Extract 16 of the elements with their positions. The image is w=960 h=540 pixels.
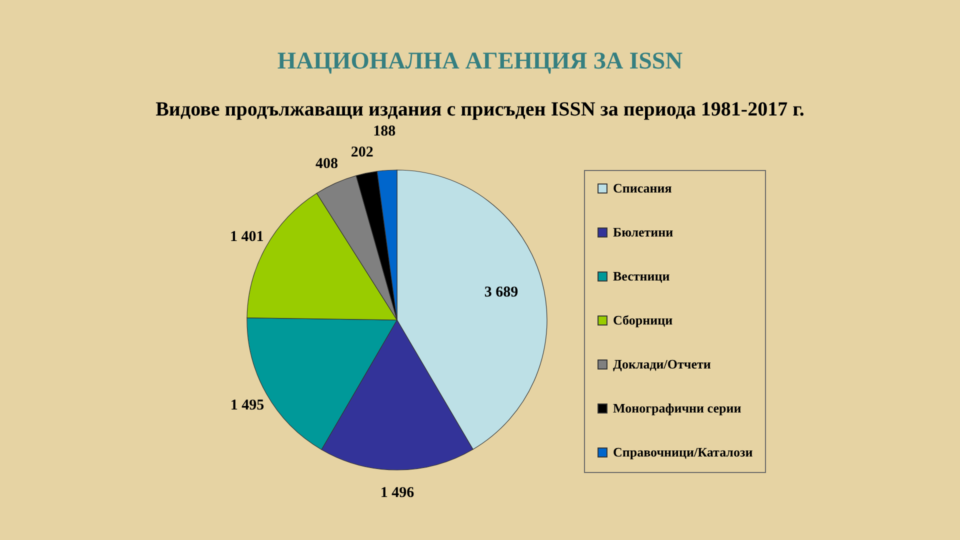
data-label: 408	[316, 156, 338, 172]
data-label: 1 401	[230, 228, 264, 245]
chart-subtitle: Видове продължаващи издания с присъден ISSN за периода 1981-2017 г.	[156, 98, 804, 120]
data-label: 188	[373, 123, 396, 140]
chart-title: НАЦИОНАЛНА АГЕНЦИЯ ЗА ISSN	[277, 48, 684, 74]
data-label: 1 495	[230, 398, 264, 414]
data-label: 202	[350, 144, 374, 161]
legend-label: Доклади/Отчети	[613, 356, 712, 372]
legend-label: Монографични серии	[613, 400, 742, 416]
legend-label: Сборници	[613, 312, 674, 328]
data-label: 1 496	[380, 485, 415, 501]
legend-label: Вестници	[613, 268, 670, 284]
legend-label: Справочници/Каталози	[613, 444, 754, 460]
legend-label: Списания	[613, 180, 672, 196]
data-label: 3 689	[484, 284, 518, 301]
legend-label: Бюлетини	[613, 224, 674, 240]
